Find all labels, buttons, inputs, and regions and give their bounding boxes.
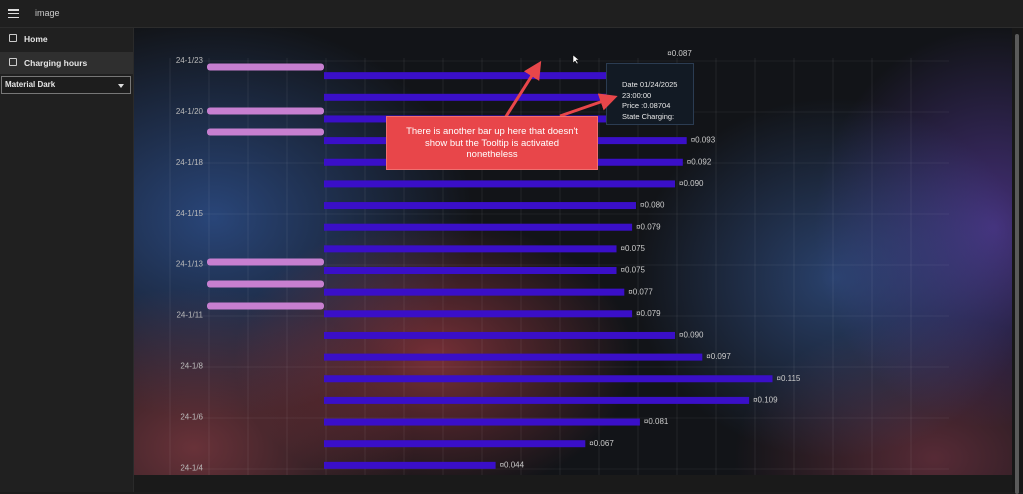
- theme-select[interactable]: Material Dark: [1, 76, 131, 94]
- bar: [324, 331, 675, 339]
- value-label: ¤0.090: [679, 331, 704, 340]
- top-bar: image: [0, 0, 1023, 28]
- state-bar: [207, 107, 324, 115]
- bar: [324, 461, 496, 469]
- state-bar: [207, 128, 324, 136]
- bar: [324, 180, 675, 188]
- menu-button[interactable]: [8, 9, 19, 19]
- bar: [324, 51, 663, 58]
- nav-charging[interactable]: Charging hours: [0, 52, 133, 74]
- y-tick-label: 24-1/11: [176, 311, 203, 320]
- bar: [324, 353, 703, 361]
- value-label: ¤0.044: [500, 460, 525, 469]
- tooltip-line: Date 01/24/2025 23:00:00: [622, 80, 678, 100]
- bar: [324, 375, 773, 383]
- y-tick-label: 24-1/8: [180, 362, 203, 371]
- state-bar: [207, 258, 324, 266]
- nav-label: Charging hours: [24, 58, 88, 68]
- tooltip-line: Price :0.08704: [622, 101, 671, 110]
- value-label: ¤0.081: [644, 417, 669, 426]
- bar: [324, 396, 750, 404]
- state-bar: [207, 63, 324, 71]
- nav-home[interactable]: Home: [0, 28, 133, 50]
- y-tick-label: 24-1/20: [176, 107, 204, 116]
- bar: [324, 440, 586, 448]
- value-label: ¤0.075: [621, 266, 646, 275]
- annotation: There is another bar up here that doesn'…: [386, 116, 598, 170]
- chart-area: 24-1/23 24-1/20 24-1/18 24-1/15 24-1/13 24-1/…: [134, 28, 1012, 475]
- logo: image: [35, 8, 60, 18]
- bar: [324, 245, 617, 253]
- bar: [324, 418, 640, 426]
- value-label: ¤0.092: [687, 157, 712, 166]
- chart: 24-1/23 24-1/20 24-1/18 24-1/15 24-1/13 24-1/…: [169, 49, 949, 475]
- value-label: ¤0.077: [628, 287, 653, 296]
- value-label: ¤0.109: [753, 396, 778, 405]
- y-tick-label: 24-1/4: [180, 463, 203, 472]
- scrollbar[interactable]: [1012, 28, 1023, 494]
- value-label: ¤0.080: [640, 201, 665, 210]
- state-bar: [207, 280, 324, 288]
- value-label: ¤0.115: [777, 374, 801, 383]
- value-label: ¤0.093: [691, 136, 716, 145]
- bottom-bar: [134, 475, 1012, 492]
- value-label: ¤0.067: [589, 439, 614, 448]
- bar: [324, 202, 636, 210]
- y-tick-label: 24-1/18: [176, 158, 204, 167]
- y-tick-label: 24-1/13: [176, 260, 204, 269]
- value-label: ¤0.097: [706, 352, 731, 361]
- bar: [324, 267, 617, 274]
- select-label: Material Dark: [5, 80, 56, 89]
- tooltip: Date 01/24/2025 23:00:00 Price :0.08704 …: [606, 63, 694, 125]
- value-label: ¤0.087: [667, 49, 692, 58]
- tooltip-line: State Charging:: [622, 111, 675, 121]
- value-label: ¤0.090: [679, 179, 704, 188]
- bar: [324, 310, 633, 318]
- state-bar: [207, 302, 324, 310]
- value-label: ¤0.075: [621, 244, 646, 253]
- y-tick-label: 24-1/23: [176, 56, 204, 65]
- y-tick-label: 24-1/6: [180, 412, 203, 421]
- bar: [324, 93, 672, 101]
- y-tick-label: 24-1/15: [176, 209, 204, 218]
- value-label: ¤0.079: [636, 309, 661, 318]
- value-label: ¤0.079: [636, 222, 661, 231]
- nav-label: Home: [24, 34, 48, 44]
- bar: [324, 72, 660, 80]
- sidebar: Home Charging hours Material Dark: [0, 28, 134, 492]
- bar: [324, 223, 633, 231]
- bar: [324, 288, 625, 296]
